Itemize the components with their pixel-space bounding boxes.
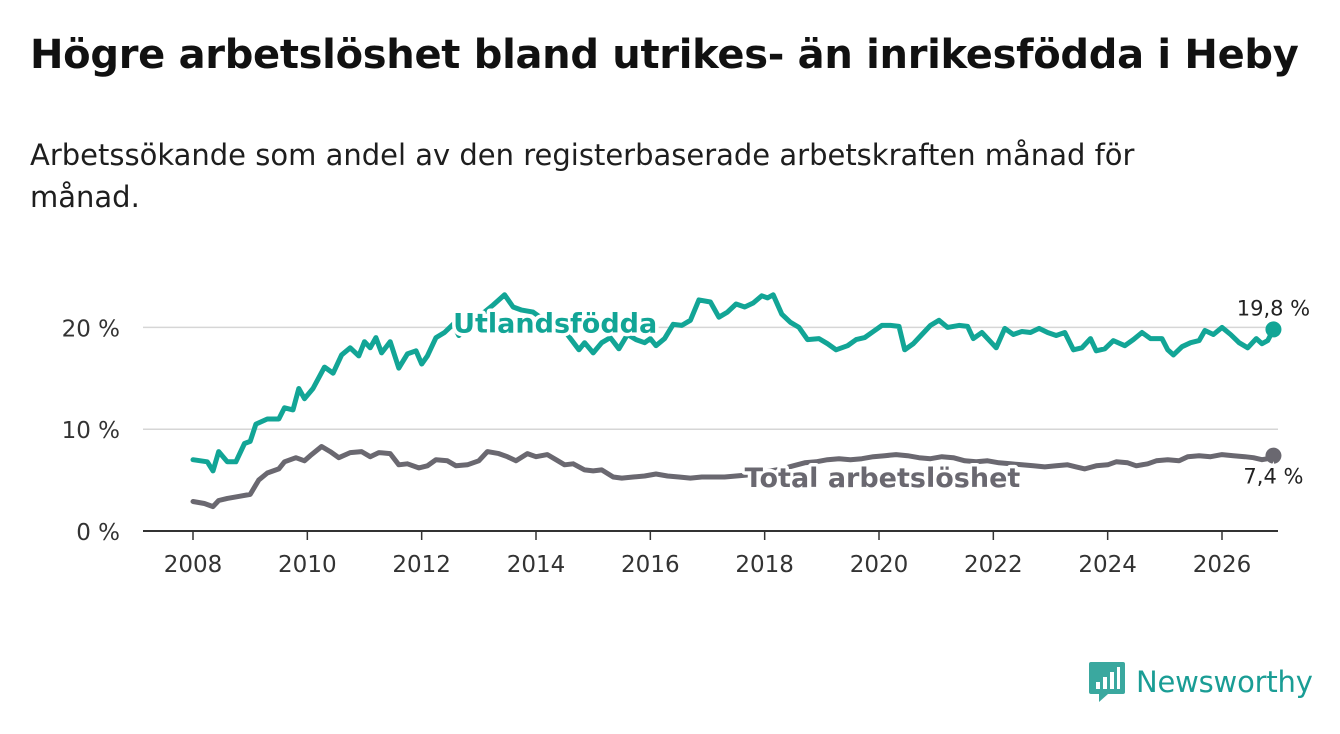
x-tick-label: 2024 [1078, 552, 1137, 578]
series-end-point [1265, 321, 1282, 338]
x-tick-label: 2026 [1193, 552, 1252, 578]
series-line-utlandsfodda [190, 292, 1276, 474]
y-tick-label: 10 % [62, 418, 120, 444]
brand-name: Newsworthy [1136, 665, 1313, 699]
x-tick-label: 2020 [850, 552, 909, 578]
x-tick-label: 2018 [735, 552, 794, 578]
bar-chart-logo-icon [1089, 662, 1125, 702]
series-end-point [1265, 447, 1282, 464]
x-tick-label: 2008 [164, 552, 223, 578]
series-label: Utlandsfödda [453, 308, 657, 339]
series-end-value-label: 19,8 % [1237, 296, 1310, 320]
chart-title: Högre arbetslöshet bland utrikes- än inr… [30, 32, 1299, 78]
y-tick-label: 0 % [76, 520, 120, 546]
x-tick-label: 2010 [278, 552, 337, 578]
x-tick-label: 2016 [621, 552, 680, 578]
y-tick-label: 20 % [62, 316, 120, 342]
chart-subtitle: Arbetssökande som andel av den registerb… [30, 138, 1135, 214]
x-tick-label: 2014 [507, 552, 566, 578]
series-end-value-label: 7,4 % [1243, 465, 1303, 489]
x-tick-label: 2012 [392, 552, 451, 578]
brand-logo: Newsworthy [1088, 660, 1313, 704]
x-tick-label: 2022 [964, 552, 1023, 578]
series-line-total [190, 444, 1276, 510]
series-label: Total arbetslöshet [745, 463, 1021, 494]
